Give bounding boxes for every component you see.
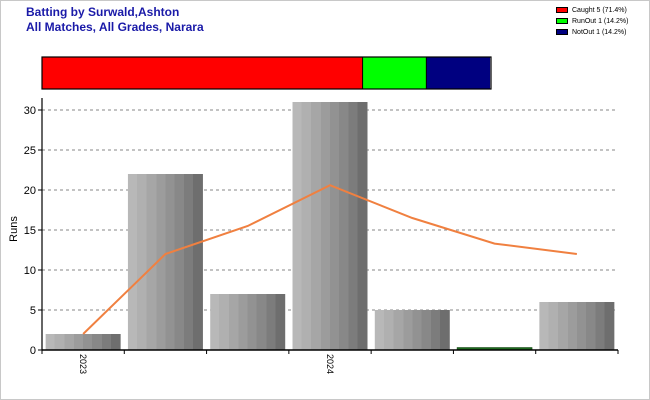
y-tick-labels: 0 5 10 15 20 25 30: [24, 105, 42, 357]
legend: Caught 5 (71.4%) RunOut 1 (14.2%) NotOut…: [556, 5, 628, 38]
y-tick-label: 5: [30, 305, 36, 317]
x-tick-labels: 2023 2024: [41, 350, 619, 374]
dismissal-segment-notout: [426, 57, 491, 89]
bar: [45, 334, 121, 350]
dismissal-bar-outline: [41, 56, 492, 90]
legend-item-caught: Caught 5 (71.4%): [556, 5, 628, 15]
x-tick-label: 2024: [325, 354, 335, 374]
y-tick-label: 25: [24, 145, 36, 157]
legend-label-notout: NotOut 1 (14.2%): [572, 28, 627, 36]
dismissal-segment-caught: [42, 57, 363, 89]
axes: [41, 98, 618, 351]
y-tick-label: 15: [24, 225, 36, 237]
y-tick-label: 10: [24, 265, 36, 277]
legend-label-runout: RunOut 1 (14.2%): [572, 17, 629, 25]
y-tick-label: 0: [30, 345, 36, 357]
legend-item-runout: RunOut 1 (14.2%): [556, 16, 628, 26]
trend-line-group: [82, 184, 577, 335]
dismissal-bar: [41, 56, 492, 90]
bar: [210, 294, 286, 350]
chart-subtitle: All Matches, All Grades, Narara: [26, 20, 204, 34]
legend-label-caught: Caught 5 (71.4%): [572, 6, 627, 14]
dismissal-segment-runout: [362, 57, 427, 89]
legend-swatch-runout: [556, 18, 568, 24]
trend-line: [82, 184, 577, 335]
chart-title: Batting by Surwald,Ashton: [26, 5, 180, 19]
bars: [45, 102, 615, 351]
bar: [292, 102, 368, 350]
x-tick-label: 2023: [78, 354, 88, 374]
y-tick-label: 20: [24, 185, 36, 197]
legend-item-notout: NotOut 1 (14.2%): [556, 27, 628, 37]
bar: [374, 310, 450, 350]
y-axis-label: Runs: [8, 216, 20, 242]
y-tick-label: 30: [24, 105, 36, 117]
legend-swatch-notout: [556, 29, 568, 35]
bar: [539, 302, 615, 350]
bar: [127, 174, 203, 350]
legend-swatch-caught: [556, 7, 568, 13]
